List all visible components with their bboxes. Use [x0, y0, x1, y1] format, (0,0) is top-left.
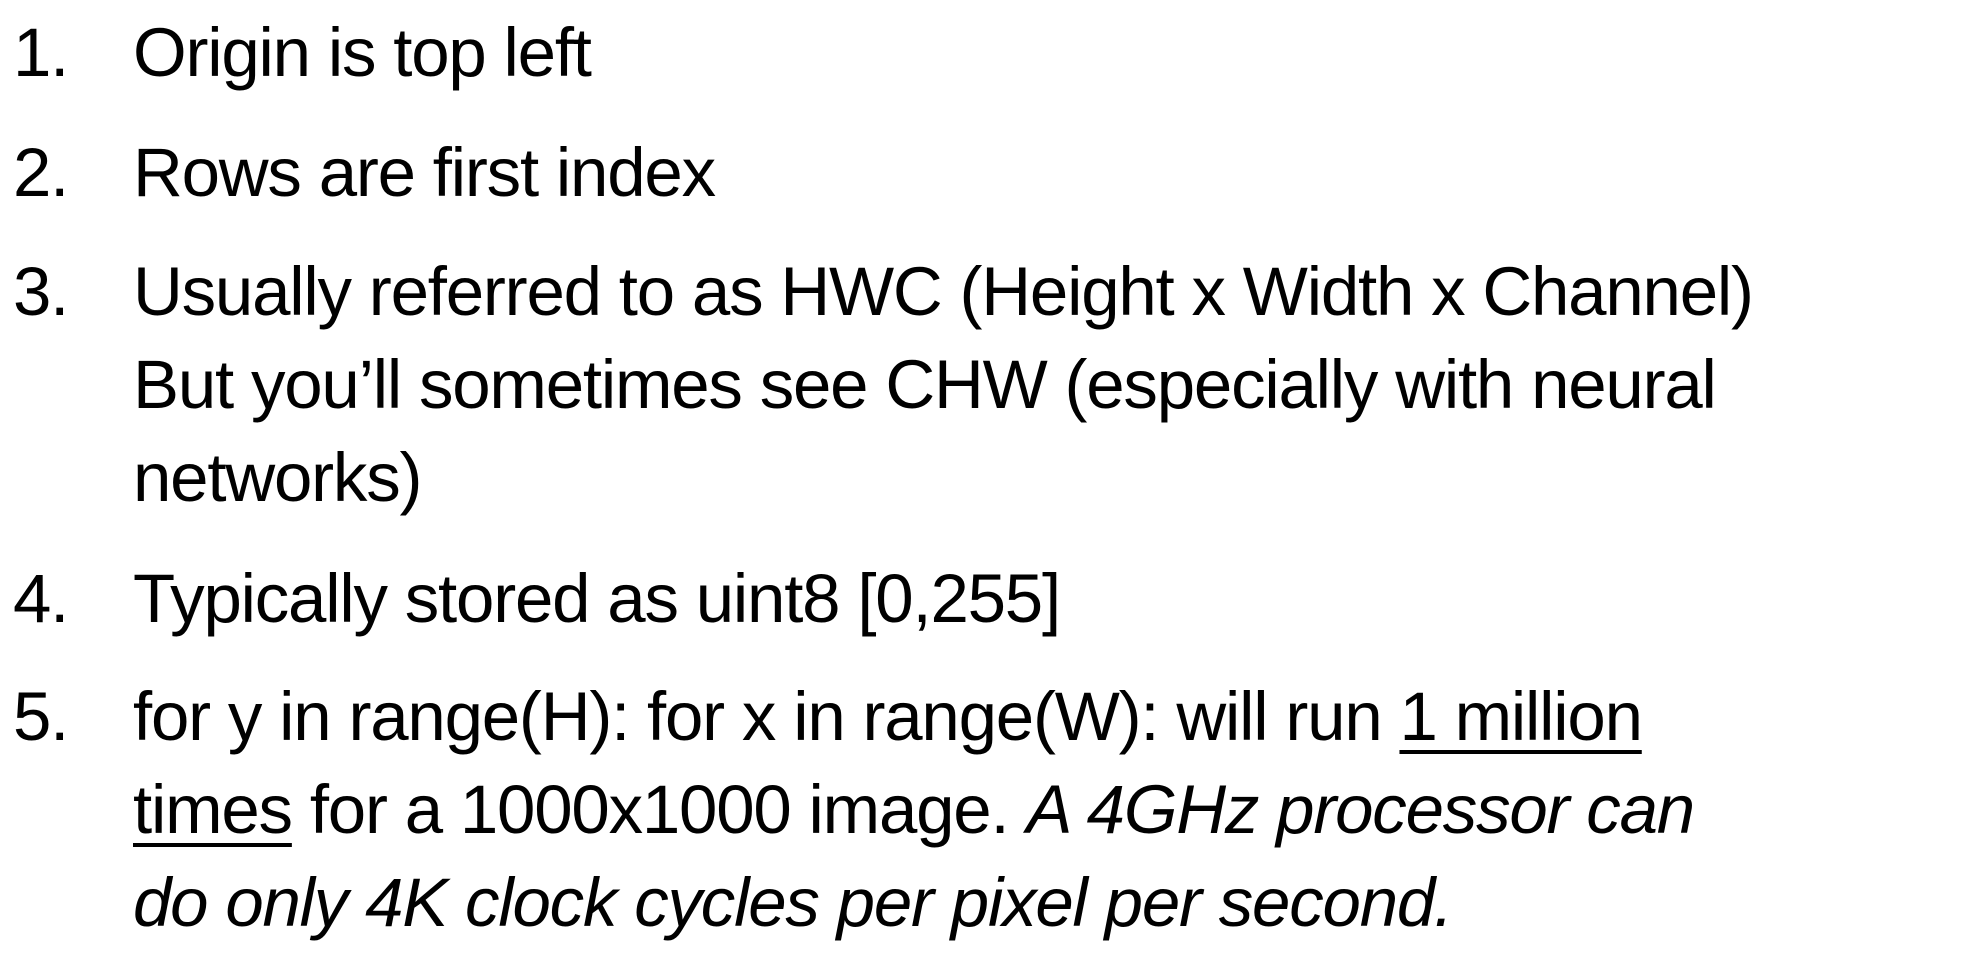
- list-item-line: networks): [133, 439, 422, 516]
- list-item-line: times for a 1000x1000 image. A 4GHz proc…: [133, 763, 1695, 856]
- list-item-text: for y in range(H): for x in range(W): wi…: [133, 670, 1695, 949]
- text-run: for y in range(H): for x in range(W): wi…: [133, 678, 1400, 755]
- list-item-line: Origin is top left: [133, 14, 592, 91]
- list-number: 3.: [13, 253, 69, 330]
- text-run: for a 1000x1000 image.: [291, 771, 1027, 848]
- list-number: 1.: [13, 14, 69, 91]
- list-item-text: Rows are first index: [133, 126, 716, 219]
- italic-text: A 4GHz processor can: [1026, 771, 1695, 848]
- list-item-line: But you’ll sometimes see CHW (especially…: [133, 346, 1717, 423]
- list-item-line: for y in range(H): for x in range(W): wi…: [133, 670, 1694, 763]
- underlined-text: times: [133, 771, 293, 848]
- list-item-line: Usually referred to as HWC (Height x Wid…: [133, 253, 1754, 330]
- list-item-line: Rows are first index: [133, 134, 716, 211]
- list-item-line: Typically stored as uint8 [0,255]: [133, 560, 1061, 637]
- list-item-text: Typically stored as uint8 [0,255]: [133, 552, 1061, 645]
- list-number: 4.: [13, 560, 69, 637]
- underlined-text: 1 million: [1399, 678, 1642, 755]
- list-item-text: Usually referred to as HWC (Height x Wid…: [133, 245, 1754, 524]
- list-number: 5.: [13, 678, 69, 755]
- list-number: 2.: [13, 134, 69, 211]
- italic-text: do only 4K clock cycles per pixel per se…: [133, 864, 1453, 941]
- list-item-text: Origin is top left: [133, 6, 592, 99]
